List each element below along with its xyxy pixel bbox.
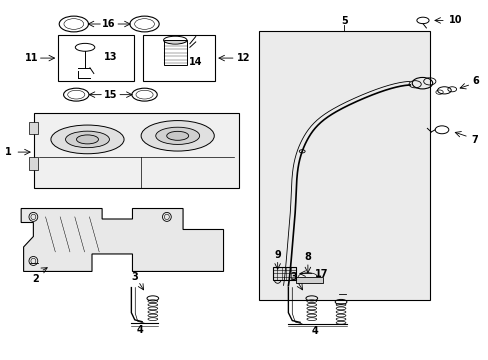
Text: 7: 7: [471, 135, 478, 145]
Ellipse shape: [76, 135, 98, 144]
Text: 6: 6: [472, 76, 479, 86]
Bar: [272, 267, 296, 280]
Bar: [163, 40, 186, 65]
Bar: [34, 113, 238, 188]
Ellipse shape: [156, 127, 199, 144]
Bar: [143, 35, 215, 81]
Text: 13: 13: [104, 52, 118, 62]
Text: 15: 15: [103, 90, 117, 100]
Ellipse shape: [166, 131, 188, 140]
Ellipse shape: [51, 125, 124, 154]
Ellipse shape: [141, 121, 214, 151]
Text: 14: 14: [188, 57, 202, 67]
Polygon shape: [21, 208, 223, 271]
Ellipse shape: [65, 131, 109, 148]
Text: 2: 2: [32, 274, 39, 284]
Bar: [58, 35, 134, 81]
Text: 8: 8: [304, 252, 311, 262]
Text: 9: 9: [274, 250, 281, 260]
Text: 4: 4: [137, 325, 143, 335]
Text: 16: 16: [102, 19, 116, 29]
Text: 12: 12: [236, 53, 250, 63]
Text: 10: 10: [448, 15, 462, 26]
Text: 3: 3: [289, 272, 296, 282]
Text: 5: 5: [341, 16, 347, 26]
Text: 4: 4: [311, 325, 318, 336]
Bar: [29, 157, 38, 170]
Bar: [295, 277, 322, 283]
Text: 17: 17: [314, 269, 327, 279]
Text: 11: 11: [24, 53, 38, 63]
Bar: [259, 31, 429, 300]
Text: 1: 1: [5, 147, 12, 157]
Bar: [29, 122, 38, 134]
Text: 3: 3: [131, 272, 138, 282]
